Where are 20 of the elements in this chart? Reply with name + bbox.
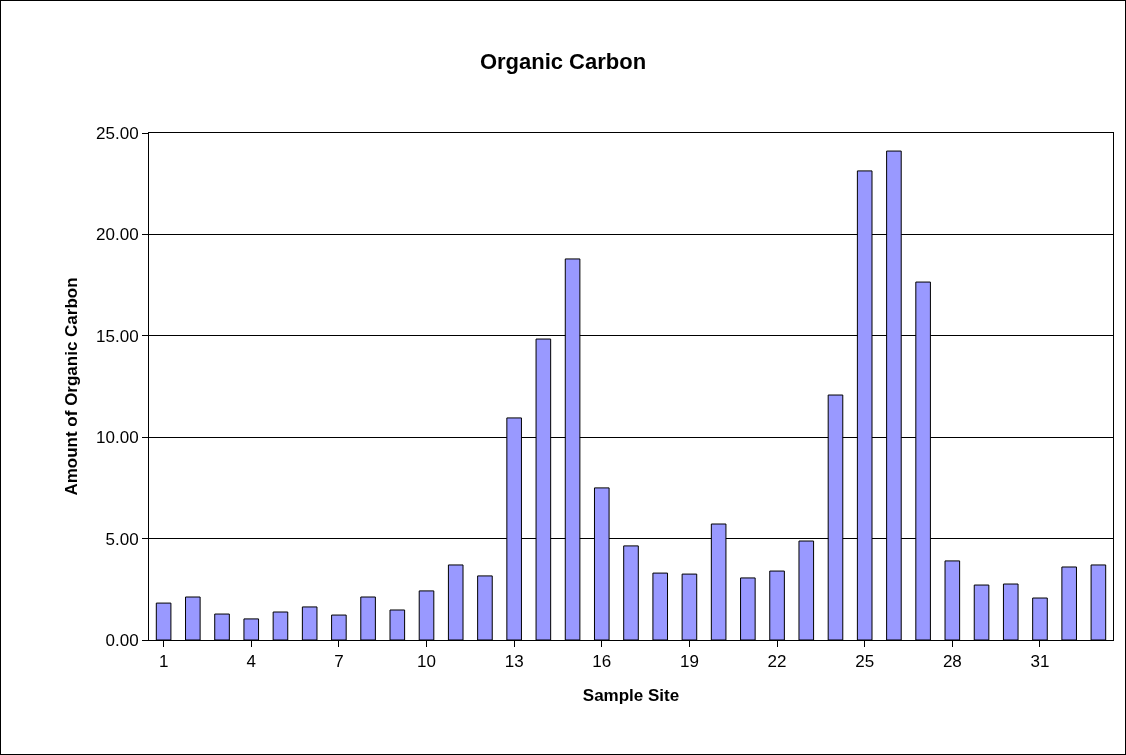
x-axis-title: Sample Site (582, 685, 680, 705)
x-tick-label: 4 (246, 652, 256, 672)
x-tick-label: 1 (158, 652, 169, 672)
y-tick-label: 5.00 (105, 529, 139, 549)
x-tick-label: 13 (504, 652, 524, 672)
x-tick-label: 25 (855, 652, 875, 672)
y-tick-label: 15.00 (96, 326, 139, 346)
x-tick-label: 10 (417, 652, 436, 672)
x-tick-label: 28 (942, 652, 962, 672)
x-tick-label: 31 (1030, 652, 1050, 672)
y-axis-title: Amount of Organic Carbon (61, 277, 81, 496)
y-tick-label: 20.00 (96, 225, 139, 245)
x-tick-label: 7 (334, 652, 344, 672)
x-tick-label: 19 (679, 652, 699, 672)
y-tick-label: 10.00 (96, 428, 139, 448)
y-tick-label: 0.00 (105, 630, 139, 650)
chart-title: Organic Carbon (479, 49, 647, 75)
y-tick-label: 25.00 (96, 123, 139, 143)
x-tick-label: 16 (592, 652, 612, 672)
x-tick-label: 22 (767, 652, 787, 672)
